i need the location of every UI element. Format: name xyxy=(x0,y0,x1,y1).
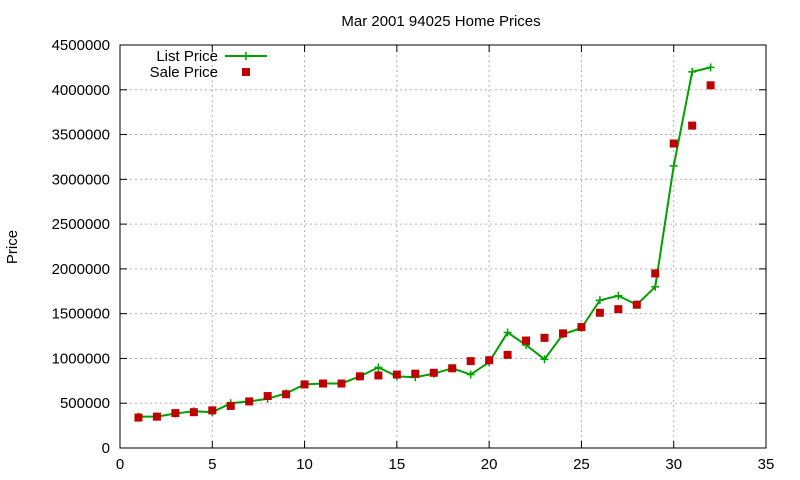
data-point-list-price xyxy=(706,63,715,72)
y-tick-label: 4500000 xyxy=(52,37,110,54)
data-point-sale-price xyxy=(300,380,309,389)
x-tick-label: 5 xyxy=(208,456,216,473)
y-tick-label: 3500000 xyxy=(52,127,110,144)
y-tick-label: 4000000 xyxy=(52,82,110,99)
data-point-sale-price xyxy=(706,81,715,90)
y-tick-label: 2500000 xyxy=(52,216,110,233)
y-tick-label: 3000000 xyxy=(52,171,110,188)
data-point-list-price xyxy=(688,67,697,76)
plot-border xyxy=(119,44,767,449)
x-tick-label: 0 xyxy=(116,456,124,473)
data-point-sale-price xyxy=(411,369,420,378)
chart-title: Mar 2001 94025 Home Prices xyxy=(341,13,540,30)
data-point-sale-price xyxy=(485,356,494,365)
data-point-sale-price xyxy=(355,372,364,381)
data-point-sale-price xyxy=(522,336,531,345)
data-point-sale-price xyxy=(540,333,549,342)
data-point-sale-price xyxy=(632,300,641,309)
data-point-list-price xyxy=(374,363,383,372)
data-point-sale-price xyxy=(558,329,567,338)
y-tick-label: 1500000 xyxy=(52,306,110,323)
y-axis-tick-labels: 0 500000 1000000 1500000 2000000 2500000 30000… xyxy=(52,37,110,457)
data-point-sale-price xyxy=(688,121,697,130)
data-point-list-price xyxy=(669,161,678,170)
data-point-sale-price xyxy=(245,397,254,406)
data-point-sale-price xyxy=(152,412,161,421)
data-point-sale-price xyxy=(134,413,143,422)
data-point-sale-price xyxy=(263,392,272,401)
data-point-sale-price xyxy=(374,371,383,380)
data-point-list-price xyxy=(651,282,660,291)
x-axis-tick-labels: 0 5 10 15 20 25 30 35 xyxy=(116,456,775,473)
data-point-sale-price xyxy=(337,379,346,388)
y-tick-label: 1000000 xyxy=(52,350,110,367)
y-tick-label: 2000000 xyxy=(52,261,110,278)
x-tick-label: 35 xyxy=(758,456,775,473)
data-point-list-price xyxy=(503,328,512,337)
data-point-sale-price xyxy=(189,408,198,417)
data-point-sale-price xyxy=(669,139,678,148)
data-point-list-price xyxy=(540,355,549,364)
legend-marker-sale-price xyxy=(242,68,250,76)
x-tick-label: 10 xyxy=(296,456,313,473)
data-point-sale-price xyxy=(503,350,512,359)
data-point-sale-price xyxy=(651,269,660,278)
axis-ticks xyxy=(119,44,767,449)
data-point-sale-price xyxy=(319,379,328,388)
data-point-list-price xyxy=(614,291,623,300)
data-point-list-price xyxy=(466,370,475,379)
data-point-sale-price xyxy=(392,370,401,379)
data-point-sale-price xyxy=(226,401,235,410)
series-layer xyxy=(134,63,715,422)
y-tick-label: 0 xyxy=(102,440,110,457)
data-point-sale-price xyxy=(282,390,291,399)
data-point-sale-price xyxy=(466,357,475,366)
data-point-sale-price xyxy=(171,409,180,418)
legend-label-sale-price: Sale Price xyxy=(150,64,218,81)
y-tick-label: 500000 xyxy=(60,395,110,412)
data-point-sale-price xyxy=(448,364,457,373)
legend-label-list-price: List Price xyxy=(156,48,218,65)
data-point-sale-price xyxy=(577,323,586,332)
data-point-sale-price xyxy=(429,368,438,377)
y-axis-label: Price xyxy=(4,230,21,264)
x-tick-label: 15 xyxy=(389,456,406,473)
x-tick-label: 25 xyxy=(573,456,590,473)
data-point-list-price xyxy=(595,296,604,305)
x-tick-label: 30 xyxy=(665,456,682,473)
legend-marker-list-price xyxy=(242,52,250,60)
data-point-sale-price xyxy=(208,406,217,415)
x-tick-label: 20 xyxy=(481,456,498,473)
data-point-sale-price xyxy=(614,305,623,314)
data-point-sale-price xyxy=(595,308,604,317)
